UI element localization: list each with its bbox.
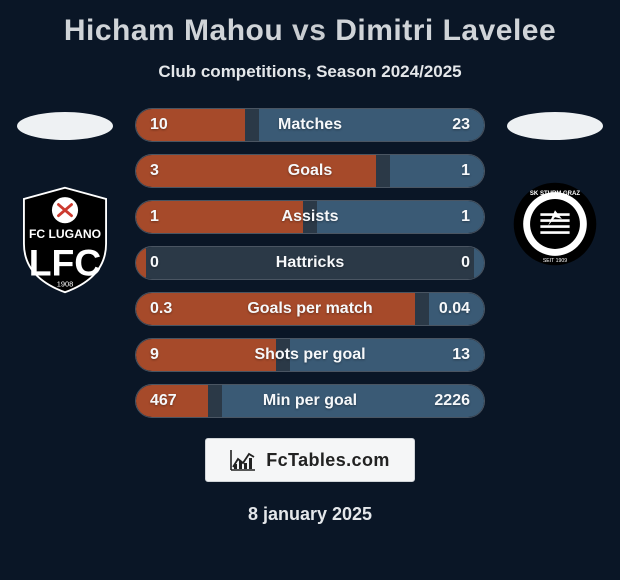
footer-brand-text: FcTables.com — [266, 450, 390, 471]
body-row: FC LUGANO LFC 1908 10Matches233Goals11As… — [0, 108, 620, 418]
stat-bar-left — [136, 155, 376, 187]
stat-left-value: 3 — [150, 162, 159, 180]
stat-row: 1 Assists 1 — [135, 200, 485, 234]
stat-label: Goals per match — [247, 300, 372, 318]
stat-label: Shots per goal — [254, 346, 365, 364]
stat-label: Assists — [282, 208, 339, 226]
stat-left-value: 1 — [150, 208, 159, 226]
stat-right-value: 0.04 — [439, 300, 470, 318]
right-column: SK STURM GRAZ SEIT 1909 — [495, 108, 615, 418]
stat-row: 3 Goals 1 — [135, 154, 485, 188]
infographic-date: 8 january 2025 — [248, 504, 372, 525]
vs-text: vs — [292, 14, 326, 47]
stat-bar-left — [136, 201, 303, 233]
stat-right-value: 2226 — [434, 392, 470, 410]
club-badge-left: FC LUGANO LFC 1908 — [17, 184, 113, 296]
stat-left-value: 10 — [150, 116, 168, 134]
stats-bars: 10Matches233Goals11Assists10Hattricks00.… — [135, 108, 485, 418]
player1-name: Hicham Mahou — [64, 14, 283, 47]
stat-left-value: 467 — [150, 392, 177, 410]
svg-text:1908: 1908 — [57, 280, 74, 289]
sturm-graz-crest-icon: SK STURM GRAZ SEIT 1909 — [512, 181, 598, 267]
page-title: Hicham Mahou vs Dimitri Lavelee — [64, 14, 556, 48]
subtitle: Club competitions, Season 2024/2025 — [158, 62, 461, 82]
stat-right-value: 1 — [461, 208, 470, 226]
lugano-crest-icon: FC LUGANO LFC 1908 — [17, 184, 113, 296]
player2-name: Dimitri Lavelee — [335, 14, 556, 47]
stat-bar-right — [474, 247, 484, 279]
stat-row: 10 Matches 23 — [135, 108, 485, 142]
stat-row: 9 Shots per goal 13 — [135, 338, 485, 372]
player1-ellipse — [17, 112, 113, 140]
stat-left-value: 9 — [150, 346, 159, 364]
stat-row: 0.3 Goals per match 0.04 — [135, 292, 485, 326]
stat-left-value: 0.3 — [150, 300, 172, 318]
comparison-infographic: Hicham Mahou vs Dimitri Lavelee Club com… — [0, 0, 620, 580]
svg-text:SK STURM GRAZ: SK STURM GRAZ — [530, 191, 580, 197]
left-column: FC LUGANO LFC 1908 — [5, 108, 125, 418]
stat-bar-right — [317, 201, 484, 233]
stat-row: 467 Min per goal 2226 — [135, 384, 485, 418]
stat-left-value: 0 — [150, 254, 159, 272]
svg-text:LFC: LFC — [29, 241, 102, 283]
stat-row: 0 Hattricks 0 — [135, 246, 485, 280]
chart-icon — [230, 449, 256, 471]
stat-label: Min per goal — [263, 392, 357, 410]
stat-right-value: 1 — [461, 162, 470, 180]
svg-text:SEIT 1909: SEIT 1909 — [543, 258, 567, 264]
stat-right-value: 0 — [461, 254, 470, 272]
stat-label: Matches — [278, 116, 342, 134]
stat-right-value: 13 — [452, 346, 470, 364]
stat-label: Hattricks — [276, 254, 344, 272]
svg-text:FC LUGANO: FC LUGANO — [29, 227, 101, 241]
player2-ellipse — [507, 112, 603, 140]
stat-label: Goals — [288, 162, 332, 180]
stat-bar-left — [136, 247, 146, 279]
club-badge-right: SK STURM GRAZ SEIT 1909 — [507, 168, 603, 280]
stat-right-value: 23 — [452, 116, 470, 134]
footer-brand-badge: FcTables.com — [205, 438, 415, 482]
